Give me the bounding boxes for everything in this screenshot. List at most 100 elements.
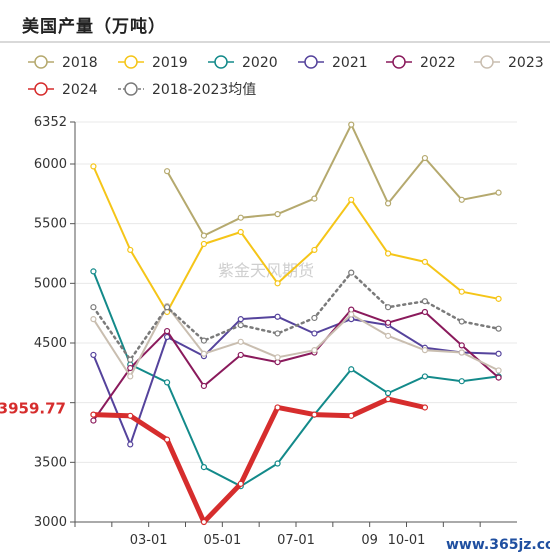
series-line xyxy=(90,396,428,525)
data-point xyxy=(348,269,355,276)
data-point xyxy=(163,379,171,386)
data-point xyxy=(237,322,244,329)
data-point xyxy=(311,314,318,322)
data-point xyxy=(200,240,208,248)
x-tick-label: 10-01 xyxy=(388,533,426,548)
series-line xyxy=(92,270,500,488)
data-point xyxy=(237,480,244,487)
data-point xyxy=(348,121,355,128)
data-point xyxy=(495,295,502,302)
legend-swatch-marker xyxy=(34,82,48,96)
data-point xyxy=(274,460,281,467)
legend-item: 2022 xyxy=(386,55,456,71)
data-point xyxy=(311,347,318,354)
data-point xyxy=(311,195,318,202)
series-2024 xyxy=(90,395,429,526)
site-watermark: www.365jz.com xyxy=(446,537,550,553)
legend-item: 2020 xyxy=(208,55,278,71)
legend-item: 2023 xyxy=(474,55,544,71)
data-point xyxy=(311,246,318,254)
data-point xyxy=(200,350,208,357)
data-point xyxy=(237,316,244,323)
legend-label: 2022 xyxy=(420,55,456,71)
data-point xyxy=(237,228,244,236)
data-point xyxy=(200,337,208,344)
legend-item: 2019 xyxy=(118,55,188,71)
data-point xyxy=(163,168,171,175)
data-point xyxy=(237,351,244,359)
data-point xyxy=(421,373,429,380)
data-point xyxy=(90,411,97,418)
y-tick-label: 6000 xyxy=(34,157,67,172)
data-point xyxy=(421,308,429,316)
data-point xyxy=(127,364,134,372)
data-point xyxy=(200,232,208,239)
data-point xyxy=(274,280,281,287)
legend-swatch-marker xyxy=(124,82,138,96)
watermark-text: 紫金天风期货 xyxy=(218,261,314,280)
data-point xyxy=(237,214,244,221)
data-point xyxy=(274,313,281,320)
legend-item: 2021 xyxy=(298,55,368,71)
data-point xyxy=(495,350,502,357)
data-point xyxy=(90,268,97,275)
data-point xyxy=(348,196,355,203)
legend-item: 2018-2023均值 xyxy=(118,82,256,98)
data-point xyxy=(163,327,171,335)
data-point xyxy=(274,211,281,218)
data-point xyxy=(495,189,502,196)
data-point xyxy=(495,325,502,332)
data-point xyxy=(274,330,281,337)
legend-label: 2021 xyxy=(332,55,368,71)
legend-swatch-marker xyxy=(304,55,318,69)
series-line xyxy=(92,315,500,446)
y-tick-label: 4500 xyxy=(34,336,67,351)
x-tick-label: 09 xyxy=(361,533,378,548)
data-point xyxy=(127,412,134,419)
data-point xyxy=(200,382,208,390)
callout-box xyxy=(0,395,70,420)
x-tick-label: 03-01 xyxy=(130,533,168,548)
data-point xyxy=(90,316,97,323)
data-point xyxy=(90,304,97,311)
data-point xyxy=(311,330,318,337)
data-point xyxy=(384,200,392,207)
chart-legend: 2018 2019 2020 2021 2022 2023 2024 2018-2023均值 xyxy=(28,55,544,98)
data-point xyxy=(127,441,134,448)
series-line xyxy=(92,305,500,378)
legend-label: 2018-2023均值 xyxy=(152,82,256,98)
data-point xyxy=(495,374,502,381)
data-point xyxy=(421,298,429,305)
x-tick-label: 07-01 xyxy=(277,533,315,548)
legend-item: 2024 xyxy=(28,82,98,98)
legend-swatch-marker xyxy=(392,55,406,69)
grid-lines xyxy=(75,121,517,523)
data-point xyxy=(127,246,134,254)
data-point xyxy=(421,404,429,411)
series-line xyxy=(92,308,500,422)
data-point xyxy=(384,390,392,397)
data-point xyxy=(237,338,244,345)
data-point xyxy=(274,404,281,411)
legend-label: 2018 xyxy=(62,55,98,71)
data-point xyxy=(421,347,429,354)
data-point xyxy=(90,351,97,359)
data-point xyxy=(348,412,355,419)
data-point xyxy=(458,378,465,385)
data-point xyxy=(384,395,392,403)
legend-swatch-marker xyxy=(34,55,48,69)
data-point xyxy=(458,318,465,325)
series-average xyxy=(90,269,502,363)
legend-label: 2024 xyxy=(62,82,98,98)
series-2022 xyxy=(90,306,502,424)
data-point xyxy=(421,258,429,265)
legend-swatch-marker xyxy=(124,55,138,69)
legend-label: 2020 xyxy=(242,55,278,71)
legend-label: 2023 xyxy=(508,55,544,71)
series-2018 xyxy=(163,121,502,239)
data-point xyxy=(163,304,171,311)
y-axis: 30003500400045005000550060006352 xyxy=(34,115,76,530)
y-tick-label: 6352 xyxy=(34,115,67,130)
callout-value: 3959.77 xyxy=(0,399,66,417)
